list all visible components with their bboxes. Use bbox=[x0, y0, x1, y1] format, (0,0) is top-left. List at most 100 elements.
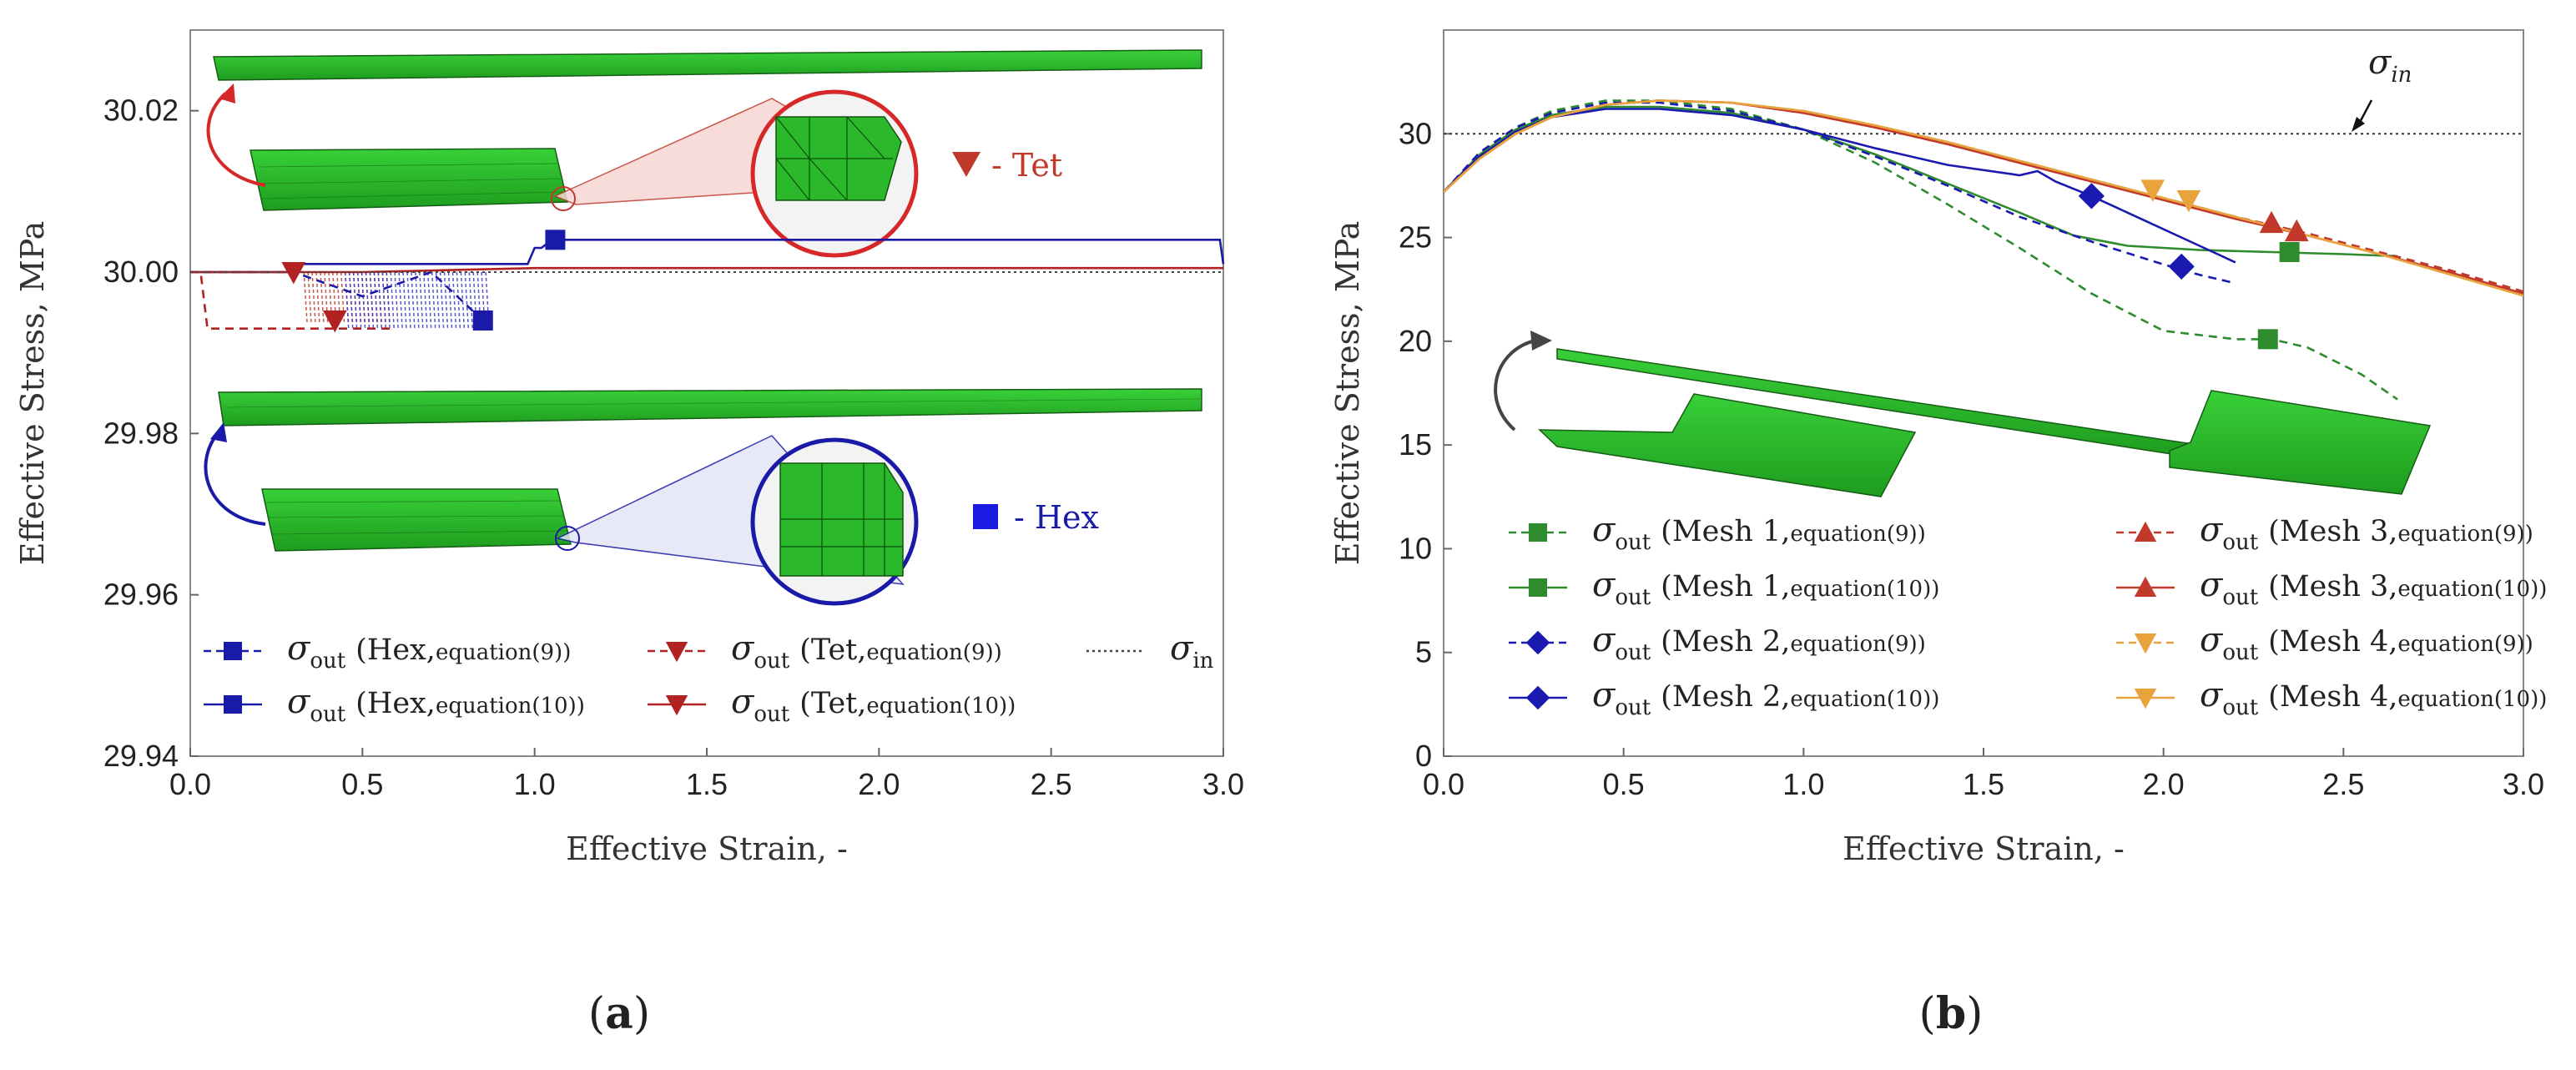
b-legend-item: σout (Mesh 2,equation(10)) bbox=[1509, 676, 1939, 720]
b-legend-item: σout (Mesh 4,equation(10)) bbox=[2116, 676, 2547, 720]
panel-a: 0.0 0.5 1.0 1.5 2.0 2.5 3.0 29.94 29.96 29.98 30.… bbox=[14, 29, 1244, 867]
legend-subscript: out bbox=[2222, 695, 2258, 720]
b-x-tick-label: 2.5 bbox=[2322, 767, 2364, 801]
b-y-tick-label: 10 bbox=[1399, 531, 1432, 565]
legend-sigma: σ bbox=[1592, 676, 1616, 714]
plot-a-x-ticks: 0.0 0.5 1.0 1.5 2.0 2.5 3.0 bbox=[169, 748, 1244, 801]
hex-annotation: - Hex bbox=[1014, 499, 1099, 536]
legend-sigma: σ bbox=[1592, 511, 1616, 549]
a-y-tick-label: 29.98 bbox=[103, 416, 179, 450]
sigma-in-annotation-symbol: σ bbox=[2368, 43, 2392, 82]
a-legend-item: σout (Tet,equation(9)) bbox=[648, 629, 1002, 674]
a-series-line-tet-equation-9 bbox=[190, 270, 391, 330]
b-legend-item: σout (Mesh 3,equation(9)) bbox=[2116, 511, 2533, 555]
b-legend-label: σout (Mesh 2,equation(9)) bbox=[1592, 621, 1926, 665]
b-y-tick-label: 25 bbox=[1399, 220, 1432, 255]
b-legend-label: σout (Mesh 4,equation(9)) bbox=[2200, 621, 2533, 665]
a-legend-label: σin bbox=[1170, 629, 1214, 674]
b-legend-marker bbox=[1525, 685, 1550, 710]
b-legend-label: σout (Mesh 3,equation(10)) bbox=[2200, 566, 2547, 610]
legend-sigma: σ bbox=[1592, 621, 1616, 659]
legend-subscript: out bbox=[310, 702, 345, 727]
b-legend-marker bbox=[1529, 523, 1547, 542]
a-marker-hex-equation-9 bbox=[472, 310, 493, 331]
a-y-tick-label: 29.96 bbox=[103, 578, 179, 612]
legend-subscript: out bbox=[310, 649, 345, 674]
b-marker-mesh-2-equation-9 bbox=[2168, 253, 2195, 280]
legend-subscript: out bbox=[2222, 640, 2258, 665]
a-marker-tet-equation-10 bbox=[281, 262, 306, 285]
a-legend-label: σout (Tet,equation(10)) bbox=[731, 683, 1016, 727]
b-y-tick-label: 15 bbox=[1399, 427, 1432, 462]
legend-equation: equation(9)) bbox=[1790, 522, 1925, 547]
legend-subscript: in bbox=[1192, 649, 1213, 674]
sigma-in-annotation: σin bbox=[2368, 43, 2412, 88]
plot-b-x-ticks: 0.0 0.5 1.0 1.5 2.0 2.5 3.0 bbox=[1423, 748, 2544, 801]
legend-subscript: out bbox=[754, 702, 789, 727]
legend-sigma: σ bbox=[731, 683, 755, 721]
b-marker-mesh-3-equation-9 bbox=[2259, 210, 2284, 234]
legend-sigma: σ bbox=[2200, 676, 2224, 714]
b-legend-marker bbox=[2134, 521, 2157, 542]
b-x-tick-label: 1.5 bbox=[1963, 767, 2004, 801]
a-legend-marker bbox=[665, 642, 688, 663]
plot-a-y-label: Effective Stress, MPa bbox=[14, 221, 51, 566]
panel-label-a-letter: a bbox=[605, 988, 633, 1039]
plot-b-y-label: Effective Stress, MPa bbox=[1329, 221, 1366, 566]
tet-annotation: - Tet bbox=[991, 147, 1062, 184]
b-legend-marker bbox=[2134, 576, 2157, 597]
b-legend-label: σout (Mesh 3,equation(9)) bbox=[2200, 511, 2533, 555]
legend-sigma: σ bbox=[731, 629, 755, 668]
legend-sigma: σ bbox=[2200, 566, 2224, 604]
legend-equation: equation(9)) bbox=[2397, 522, 2533, 547]
legend-equation: equation(10)) bbox=[2397, 577, 2547, 602]
a-series-line-tet-equation-10 bbox=[190, 266, 1223, 274]
plot-b-series bbox=[1443, 99, 2524, 401]
a-legend-item: σout (Hex,equation(10)) bbox=[204, 683, 585, 727]
legend-equation: equation(9)) bbox=[2397, 632, 2533, 657]
panel-label-a-close: ) bbox=[633, 989, 650, 1039]
b-legend-marker bbox=[1529, 578, 1547, 597]
legend-subscript: out bbox=[2222, 585, 2258, 610]
b-legend-label: σout (Mesh 2,equation(10)) bbox=[1592, 676, 1939, 720]
b-legend-label: σout (Mesh 1,equation(9)) bbox=[1592, 511, 1926, 555]
a-x-tick-label: 0.0 bbox=[169, 767, 211, 801]
b-x-tick-label: 3.0 bbox=[2503, 767, 2544, 801]
b-series-line-mesh-1-equation-9 bbox=[1443, 99, 2398, 401]
sigma-in-arrow-head bbox=[2352, 117, 2365, 132]
legend-subscript: out bbox=[1615, 640, 1651, 665]
legend-text: (Mesh 3, bbox=[2268, 515, 2397, 548]
panel-label-b-close: ) bbox=[1966, 989, 1983, 1039]
plot-a-x-label: Effective Strain, - bbox=[566, 830, 848, 867]
b-x-tick-label: 2.0 bbox=[2143, 767, 2185, 801]
b-series-line-mesh-4-equation-10 bbox=[1443, 99, 2524, 297]
b-y-tick-label: 30 bbox=[1399, 116, 1432, 150]
b-legend-marker bbox=[2134, 689, 2157, 709]
b-series-line-mesh-2-equation-9 bbox=[1443, 101, 2236, 285]
a-x-tick-label: 2.0 bbox=[858, 767, 900, 801]
legend-equation: equation(10)) bbox=[436, 694, 585, 719]
legend-subscript: out bbox=[2222, 530, 2258, 555]
b-legend-marker bbox=[2134, 633, 2157, 654]
legend-text: (Mesh 4, bbox=[2268, 680, 2397, 714]
b-marker-mesh-3-equation-10 bbox=[2284, 219, 2309, 242]
b-x-tick-label: 0.0 bbox=[1423, 767, 1464, 801]
tet-marker-icon bbox=[952, 152, 980, 177]
legend-text: (Mesh 4, bbox=[2268, 625, 2397, 659]
b-y-tick-label: 20 bbox=[1399, 324, 1432, 358]
b-series-line-mesh-1-equation-10 bbox=[1443, 105, 2398, 258]
panel-label-a-open: ( bbox=[588, 989, 605, 1039]
legend-equation: equation(10)) bbox=[1790, 687, 1939, 712]
b-marker-mesh-1-equation-10 bbox=[2279, 241, 2300, 262]
b-x-tick-label: 1.0 bbox=[1782, 767, 1824, 801]
a-y-tick-label: 29.94 bbox=[103, 739, 179, 773]
legend-text: (Hex, bbox=[355, 633, 436, 667]
a-legend-item: σout (Hex,equation(9)) bbox=[204, 629, 571, 674]
legend-sigma: σ bbox=[1592, 566, 1616, 604]
b-marker-mesh-2-equation-10 bbox=[2078, 183, 2105, 209]
legend-text: (Mesh 1, bbox=[1661, 570, 1790, 603]
legend-sigma: σ bbox=[287, 629, 311, 668]
plot-b-legend: σout (Mesh 1,equation(9)) σout (Mesh 3,equa… bbox=[1509, 511, 2547, 720]
